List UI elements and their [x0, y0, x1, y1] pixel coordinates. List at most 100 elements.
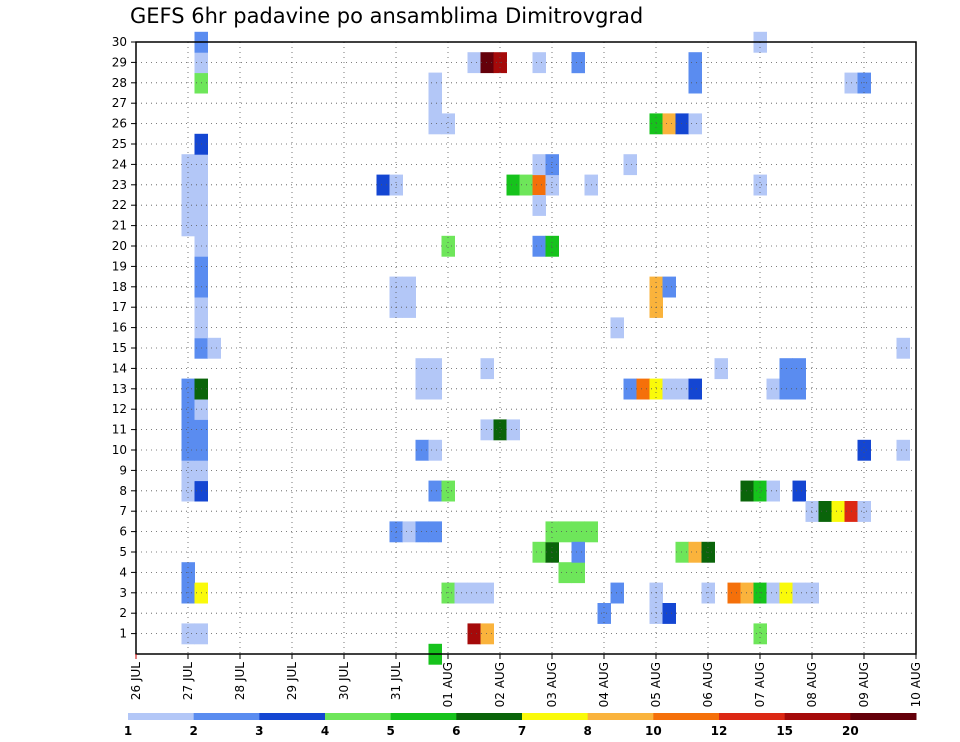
heatmap-cell [428, 72, 442, 94]
heatmap-cell [896, 439, 910, 461]
heatmap-cell [688, 113, 702, 135]
heatmap-cell [610, 317, 624, 339]
y-tick-label: 29 [112, 55, 127, 69]
heatmap-cell [740, 582, 754, 604]
colorbar-swatch [719, 713, 786, 720]
colorbar-label: 6 [452, 724, 460, 738]
y-tick-label: 5 [119, 545, 127, 559]
heatmap-cell [545, 235, 559, 257]
colorbar-swatch [522, 713, 589, 720]
heatmap-cell [376, 174, 390, 196]
heatmap-cell [571, 52, 585, 74]
heatmap-cell [441, 113, 455, 135]
x-tick-label: 07 AUG [753, 662, 767, 707]
y-tick-label: 18 [112, 280, 127, 294]
heatmap-cell [558, 562, 572, 584]
heatmap-cell [506, 174, 520, 196]
y-tick-label: 27 [112, 96, 127, 110]
heatmap-cell [571, 562, 585, 584]
y-tick-label: 21 [112, 219, 127, 233]
heatmap-cell [181, 195, 195, 216]
y-tick-label: 28 [112, 76, 127, 90]
heatmap-cell [480, 623, 494, 645]
y-tick-label: 6 [119, 525, 127, 539]
heatmap-cell [727, 582, 741, 604]
heatmap-cell [506, 419, 520, 441]
heatmap-cell [818, 501, 832, 522]
y-tick-label: 1 [119, 627, 127, 641]
heatmap-cell [480, 419, 494, 441]
heatmap-cell [675, 378, 689, 400]
heatmap-cell [688, 72, 702, 94]
heatmap-cell [545, 154, 559, 176]
y-axis-ticks: 1234567891011121314151617181920212223242… [112, 35, 136, 641]
heatmap-cell [467, 52, 481, 74]
heatmap-cell [532, 195, 546, 216]
y-tick-label: 26 [112, 117, 127, 131]
colorbar-label: 4 [321, 724, 329, 738]
colorbar-label: 3 [255, 724, 263, 738]
y-tick-label: 3 [119, 586, 127, 600]
y-tick-label: 9 [119, 463, 127, 477]
x-tick-label: 09 AUG [857, 662, 871, 707]
x-tick-label: 31 JUL [389, 662, 403, 700]
y-tick-label: 19 [112, 259, 127, 273]
heatmap-cell [688, 541, 702, 563]
y-tick-label: 17 [112, 300, 127, 314]
heatmap-cell [181, 399, 195, 420]
colorbar-swatch [850, 713, 917, 720]
heatmap-cell [181, 215, 195, 237]
heatmap-cell [623, 378, 637, 400]
heatmap-cell [662, 378, 676, 400]
y-tick-label: 25 [112, 137, 127, 151]
heatmap-cell [428, 521, 442, 543]
heatmap-cell [415, 358, 429, 380]
heatmap-cell [675, 113, 689, 135]
heatmap-cell [428, 439, 442, 461]
colorbar-label: 8 [583, 724, 591, 738]
heatmap-cell [467, 582, 481, 604]
heatmap-cell [480, 52, 494, 74]
heatmap-cell [610, 582, 624, 604]
heatmap-cell [181, 460, 195, 482]
heatmap-cell [181, 419, 195, 441]
heatmap-cell [857, 501, 871, 522]
heatmap-cell [428, 113, 442, 135]
heatmap-cell [792, 582, 806, 604]
x-tick-label: 03 AUG [545, 662, 559, 707]
heatmap-cell [766, 480, 780, 502]
heatmap-cell [831, 501, 845, 522]
heatmap-cell [181, 623, 195, 645]
heatmap-cell [181, 582, 195, 604]
colorbar-swatch [259, 713, 326, 720]
colorbar-label: 5 [386, 724, 394, 738]
heatmap-cell [766, 378, 780, 400]
colorbar-label: 1 [124, 724, 132, 738]
y-tick-label: 30 [112, 35, 127, 49]
heatmap-cell [753, 174, 767, 196]
colorbar-swatch [456, 713, 523, 720]
heatmap-cell [480, 582, 494, 604]
heatmap-cell [545, 521, 559, 543]
heatmap-cell [623, 154, 637, 176]
heatmap-cell [441, 235, 455, 257]
heatmap-cell [896, 337, 910, 359]
y-tick-label: 14 [112, 361, 127, 375]
heatmap-cell [701, 582, 715, 604]
heatmap-cell [402, 521, 416, 543]
heatmap-cell [792, 480, 806, 502]
heatmap-cell [766, 582, 780, 604]
x-tick-label: 29 JUL [285, 662, 299, 700]
heatmap-cell [181, 480, 195, 502]
colorbar-swatch [390, 713, 457, 720]
heatmap-cell [532, 541, 546, 563]
y-tick-label: 22 [112, 198, 127, 212]
heatmap-cell [493, 419, 507, 441]
x-tick-label: 10 AUG [909, 662, 923, 707]
heatmap-cell [428, 378, 442, 400]
grid-lines [136, 42, 916, 654]
colorbar-swatch [193, 713, 260, 720]
heatmap-cell [181, 378, 195, 400]
y-tick-label: 10 [112, 443, 127, 457]
